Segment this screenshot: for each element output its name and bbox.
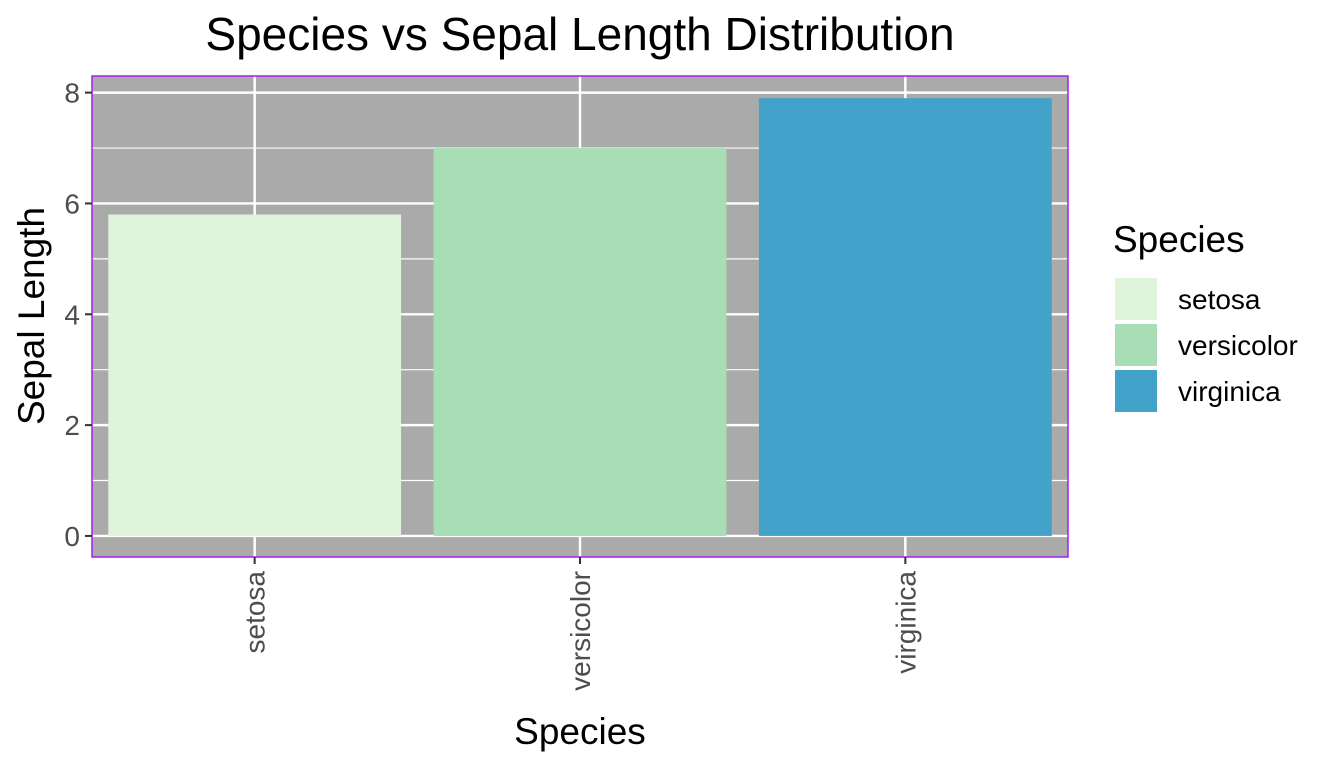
x-tick-label: setosa xyxy=(240,571,271,654)
y-tick-label: 6 xyxy=(64,188,80,219)
legend-label-virginica: virginica xyxy=(1178,376,1281,407)
x-tick-label: virginica xyxy=(890,571,921,674)
bar-setosa xyxy=(108,214,402,536)
legend-key-virginica xyxy=(1113,368,1159,414)
y-tick-label: 8 xyxy=(64,78,80,109)
legend-key-versicolor xyxy=(1113,322,1159,368)
legend-label-setosa: setosa xyxy=(1178,284,1261,315)
legend-key-setosa xyxy=(1113,276,1159,322)
bar-virginica xyxy=(758,98,1052,536)
x-axis-title: Species xyxy=(514,711,646,752)
legend: Species setosa versicolor virginica xyxy=(1113,219,1298,414)
x-tick-label: versicolor xyxy=(565,571,596,691)
y-axis: 0 2 4 6 8 xyxy=(64,78,92,552)
legend-label-versicolor: versicolor xyxy=(1178,330,1298,361)
bar-versicolor xyxy=(433,148,727,536)
y-axis-title: Sepal Length xyxy=(11,207,52,425)
y-tick-label: 0 xyxy=(64,521,80,552)
bars xyxy=(108,98,1052,536)
y-tick-label: 4 xyxy=(64,299,80,330)
chart-title: Species vs Sepal Length Distribution xyxy=(205,8,954,60)
y-tick-label: 2 xyxy=(64,410,80,441)
x-axis: setosa versicolor virginica xyxy=(240,557,921,691)
legend-title: Species xyxy=(1113,219,1245,260)
